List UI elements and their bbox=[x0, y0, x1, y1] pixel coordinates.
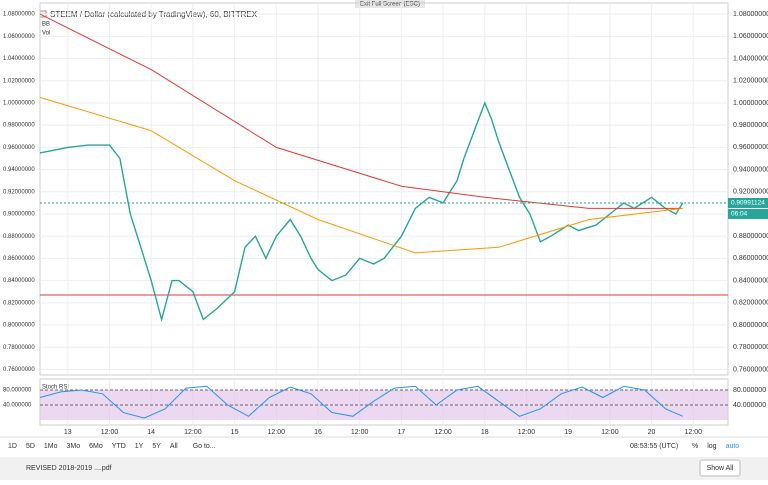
legend-bb: BB bbox=[42, 22, 50, 28]
clock: 08:53:55 (UTC) bbox=[630, 443, 678, 450]
y-tick-label-left: 0.92000000 bbox=[3, 189, 35, 195]
range-button[interactable]: 5Y bbox=[152, 443, 161, 450]
x-tick-label: 12:00 bbox=[101, 429, 119, 436]
y-tick-label: 0.78000000 bbox=[733, 344, 768, 351]
y-tick-label: 0.80000000 bbox=[733, 322, 768, 329]
x-tick-label: 14 bbox=[147, 429, 155, 436]
y-tick-label-left: 0.96000000 bbox=[3, 145, 35, 151]
chart-title: STEEM / Dollar (calculated by TradingVie… bbox=[50, 10, 258, 19]
x-tick-label: 19 bbox=[564, 429, 572, 436]
y-tick-label: 0.88000000 bbox=[733, 233, 768, 240]
x-tick-label: 13 bbox=[64, 429, 72, 436]
x-tick-label: 12:00 bbox=[518, 429, 536, 436]
download-bar bbox=[0, 457, 768, 480]
range-button[interactable]: 1Mo bbox=[44, 443, 58, 450]
toggle-button[interactable]: auto bbox=[726, 443, 740, 450]
y-tick-label-left: 1.04000000 bbox=[3, 56, 35, 62]
x-tick-label: 12:00 bbox=[434, 429, 452, 436]
y-tick-label: 0.94000000 bbox=[733, 166, 768, 173]
stoch-tick-label-left: 40.000000 bbox=[3, 403, 32, 409]
y-tick-label-left: 0.78000000 bbox=[3, 345, 35, 351]
y-tick-label: 0.86000000 bbox=[733, 255, 768, 262]
y-tick-label-left: 0.88000000 bbox=[3, 234, 35, 240]
x-tick-label: 16 bbox=[314, 429, 322, 436]
x-tick-label: 12:00 bbox=[351, 429, 369, 436]
show-all[interactable]: Show All bbox=[707, 465, 734, 472]
y-tick-label-left: 0.98000000 bbox=[3, 123, 35, 129]
y-tick-label: 0.98000000 bbox=[733, 122, 768, 129]
y-tick-label: 0.82000000 bbox=[733, 300, 768, 307]
stoch-tick-label: 40.000000 bbox=[733, 402, 766, 409]
series-line bbox=[39, 100, 684, 323]
y-tick-label-left: 0.76000000 bbox=[3, 367, 35, 373]
chart-bg bbox=[0, 0, 768, 437]
stoch-tick-label: 80.000000 bbox=[733, 387, 766, 394]
range-button[interactable]: 3Mo bbox=[67, 443, 81, 450]
y-tick-label-left: 1.02000000 bbox=[3, 78, 35, 84]
y-tick-label-left: 0.84000000 bbox=[3, 278, 35, 284]
price-tag bbox=[728, 197, 768, 208]
y-tick-label: 1.04000000 bbox=[733, 55, 768, 62]
toggle-button[interactable]: % bbox=[692, 443, 698, 450]
y-tick-label-left: 0.82000000 bbox=[3, 300, 35, 306]
x-tick-label: 15 bbox=[231, 429, 239, 436]
y-tick-label-left: 0.90000000 bbox=[3, 212, 35, 218]
price-tag-label: 0.90991124 bbox=[731, 200, 765, 207]
x-tick-label: 12:00 bbox=[184, 429, 202, 436]
exit-bar[interactable] bbox=[355, 0, 425, 8]
goto-button[interactable]: Go to... bbox=[193, 443, 216, 450]
series-line bbox=[39, 13, 683, 209]
legend-vol: Vol bbox=[42, 31, 50, 37]
y-tick-label: 0.96000000 bbox=[733, 144, 768, 151]
exit-fullscreen[interactable]: Exit Full Screen (ESC) bbox=[360, 2, 420, 8]
y-tick-label: 1.08000000 bbox=[733, 11, 768, 18]
range-button[interactable]: All bbox=[170, 443, 178, 450]
y-tick-label-left: 0.80000000 bbox=[3, 323, 35, 329]
countdown-label: 06:04 bbox=[731, 211, 748, 218]
y-tick-label-left: 1.06000000 bbox=[3, 34, 35, 40]
x-tick-label: 12:00 bbox=[268, 429, 286, 436]
range-button[interactable]: YTD bbox=[112, 443, 126, 450]
x-tick-label: 17 bbox=[397, 429, 405, 436]
y-tick-label: 1.00000000 bbox=[733, 100, 768, 107]
x-tick-label: 18 bbox=[481, 429, 489, 436]
y-tick-label: 0.92000000 bbox=[733, 189, 768, 196]
x-tick-label: 12:00 bbox=[601, 429, 619, 436]
y-tick-label: 1.02000000 bbox=[733, 78, 768, 85]
range-button[interactable]: 1D bbox=[8, 443, 17, 450]
y-tick-label-left: 0.86000000 bbox=[3, 256, 35, 262]
stoch-tick-label-left: 80.000000 bbox=[3, 388, 32, 394]
y-tick-label-left: 1.00000000 bbox=[3, 101, 35, 107]
toggle-button[interactable]: log bbox=[707, 443, 716, 450]
y-tick-label-left: 0.94000000 bbox=[3, 167, 35, 173]
show-all-button[interactable] bbox=[699, 459, 741, 477]
range-button[interactable]: 1Y bbox=[135, 443, 144, 450]
series-line bbox=[39, 96, 683, 254]
range-button[interactable]: 5D bbox=[26, 443, 35, 450]
range-button[interactable]: 6Mo bbox=[89, 443, 103, 450]
series-line bbox=[39, 385, 683, 419]
x-tick-label: 20 bbox=[648, 429, 656, 436]
stoch-label: Stoch RSI bbox=[42, 385, 69, 391]
y-tick-label-left: 1.08000000 bbox=[3, 12, 35, 18]
download-file[interactable]: REVISED 2018-2019 ....pdf bbox=[26, 465, 112, 472]
countdown-tag bbox=[728, 208, 768, 219]
main-pane bbox=[39, 2, 729, 376]
y-tick-label: 1.06000000 bbox=[733, 33, 768, 40]
y-tick-label: 0.76000000 bbox=[733, 366, 768, 373]
y-tick-label: 0.84000000 bbox=[733, 277, 768, 284]
x-tick-label: 12:00 bbox=[684, 429, 702, 436]
